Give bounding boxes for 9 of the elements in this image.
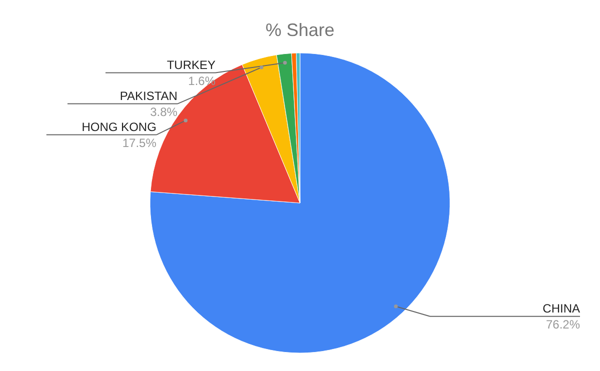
- slice-label: TURKEY: [166, 58, 216, 72]
- data-label: 17.5%: [122, 136, 157, 150]
- data-label: 1.6%: [188, 74, 216, 88]
- data-label: 76.2%: [546, 317, 580, 332]
- chart-title: % Share: [265, 20, 335, 40]
- data-label: 3.8%: [150, 104, 178, 119]
- slice-label: HONG KONG: [82, 120, 156, 134]
- slice-label: CHINA: [542, 301, 580, 316]
- slice-label: PAKISTAN: [120, 88, 178, 103]
